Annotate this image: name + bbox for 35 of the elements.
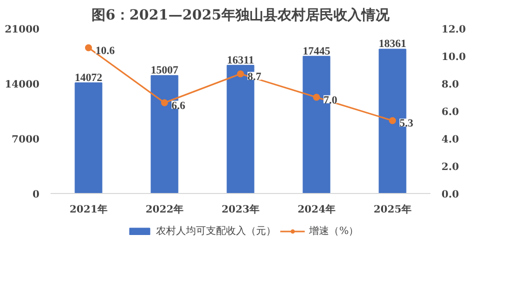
data-label: 16311 xyxy=(227,54,254,66)
y2-tick-label: 6.0 xyxy=(442,107,459,118)
point xyxy=(85,44,92,52)
chart-title: 图6：2021—2025年独山县农村居民收入情况 xyxy=(92,8,390,24)
x-tick-label: 2021年 xyxy=(70,204,108,216)
point xyxy=(389,117,396,124)
y-tick-label: 7000 xyxy=(12,134,40,146)
legend-label: 农村人均可支配收入（元） xyxy=(156,224,276,238)
x-tick-label: 2023年 xyxy=(222,204,260,216)
point xyxy=(161,99,168,106)
y2-tick-label: 12.0 xyxy=(442,24,466,36)
data-label: 15007 xyxy=(150,64,179,77)
point xyxy=(313,94,320,101)
data-label: 14072 xyxy=(74,72,103,84)
y-tick-label: 21000 xyxy=(4,24,40,36)
data-label: 8.7 xyxy=(248,70,262,83)
data-label: 10.6 xyxy=(96,44,116,57)
y2-tick-label: 4.0 xyxy=(442,134,459,146)
legend-label: 增速（%） xyxy=(309,224,359,238)
x-tick-label: 2025年 xyxy=(374,204,412,216)
data-label: 6.6 xyxy=(172,100,186,112)
data-label: 7.0 xyxy=(324,94,338,106)
y-tick-label: 14000 xyxy=(4,80,40,90)
data-label: 17445 xyxy=(302,45,331,58)
y2-tick-label: 0.0 xyxy=(442,190,459,200)
data-label: 18361 xyxy=(378,38,406,50)
y2-tick-label: 8.0 xyxy=(442,80,459,90)
y-tick-label: 0 xyxy=(32,190,40,200)
point xyxy=(237,70,244,78)
x-tick-label: 2022年 xyxy=(146,204,184,216)
bar xyxy=(74,82,102,194)
y2-tick-label: 10.0 xyxy=(442,52,466,63)
x-tick-label: 2024年 xyxy=(298,204,336,216)
data-label: 5.3 xyxy=(400,118,414,130)
y2-tick-label: 2.0 xyxy=(442,162,459,173)
